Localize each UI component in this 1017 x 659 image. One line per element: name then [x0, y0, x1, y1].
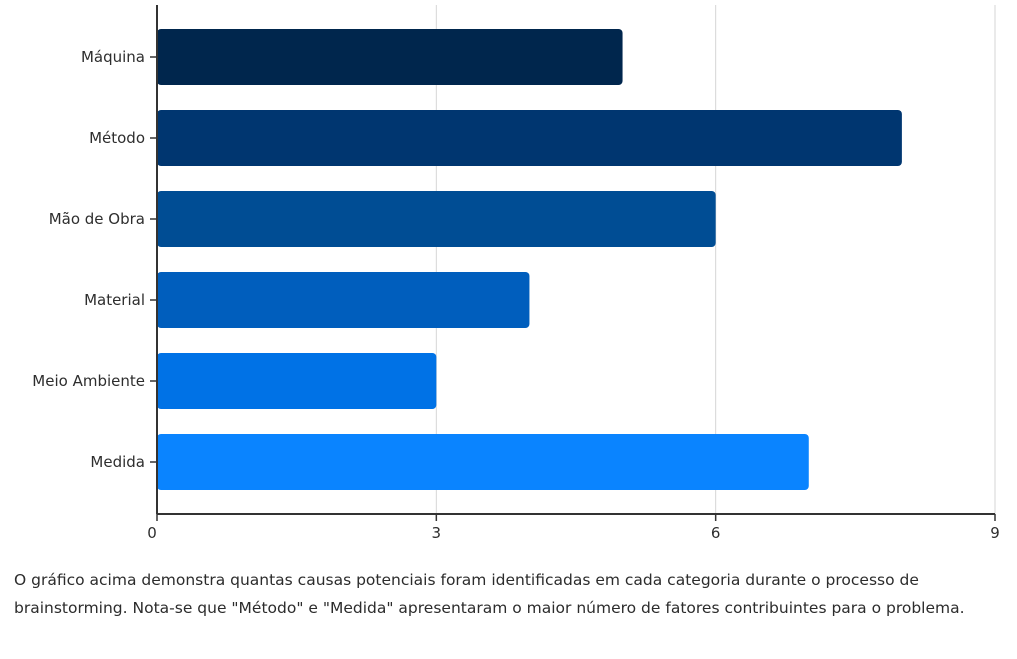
bar — [157, 353, 437, 409]
y-tick-label: Máquina — [81, 48, 145, 66]
x-tick-label: 0 — [147, 524, 157, 542]
bar-chart: Máquina Método Mão de Obra Material Meio Amb… — [32, 5, 1000, 542]
y-axis-ticks: Máquina Método Mão de Obra Material Meio Amb… — [32, 48, 157, 471]
y-tick-label: Mão de Obra — [49, 210, 145, 228]
bar — [157, 110, 902, 166]
y-tick-label: Material — [84, 291, 145, 309]
x-tick-label: 3 — [432, 524, 442, 542]
x-tick-label: 9 — [990, 524, 1000, 542]
bar — [157, 191, 716, 247]
y-tick-label: Medida — [90, 453, 145, 471]
x-tick-label: 6 — [711, 524, 721, 542]
y-tick-label: Método — [89, 129, 145, 147]
x-axis-ticks: 0 3 6 9 — [147, 514, 1000, 542]
y-tick-label: Meio Ambiente — [32, 372, 145, 390]
axes — [156, 5, 995, 515]
chart-caption: O gráfico acima demonstra quantas causas… — [14, 571, 965, 617]
bar — [157, 272, 530, 328]
gridlines — [435, 5, 996, 514]
bar — [157, 434, 809, 490]
bar — [157, 29, 623, 85]
bars — [157, 29, 902, 490]
